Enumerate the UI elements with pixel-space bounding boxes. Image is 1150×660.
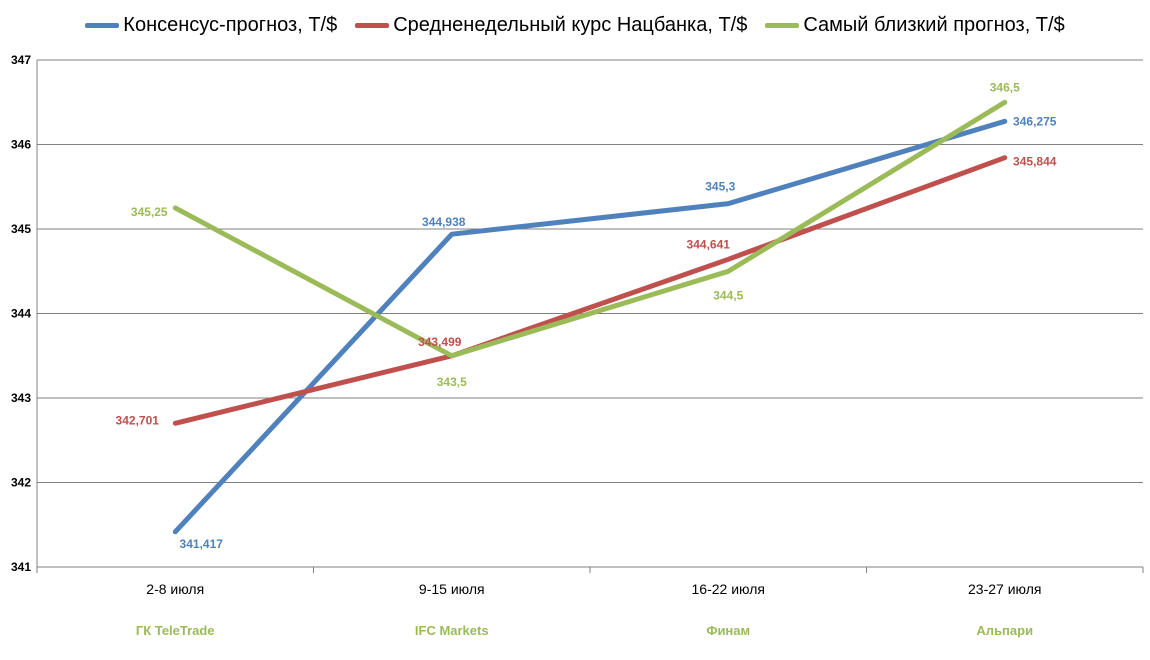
data-label-consensus: 346,275 [1013, 114, 1057, 128]
y-tick-label: 345 [11, 222, 31, 236]
legend-label-consensus: Консенсус-прогноз, Т/$ [123, 13, 338, 36]
legend-item-consensus: Консенсус-прогноз, Т/$ [85, 14, 337, 37]
data-label-nbk-rate: 344,641 [687, 237, 731, 251]
y-tick-label: 343 [11, 391, 31, 405]
legend-swatch-nbk-rate [355, 22, 390, 28]
x-sublabel: Альпари [976, 623, 1033, 638]
data-label-closest: 343,5 [437, 375, 467, 389]
y-tick-label: 347 [11, 53, 31, 67]
data-label-nbk-rate: 342,701 [116, 413, 160, 427]
data-label-closest: 346,5 [990, 80, 1020, 94]
legend-item-closest: Самый близкий прогноз, Т/$ [765, 13, 1065, 37]
x-tick-label: 9-15 июля [419, 581, 485, 597]
y-tick-label: 344 [11, 307, 31, 321]
series-line-consensus [172, 118, 1008, 535]
series-line-closest [172, 99, 1008, 359]
data-label-nbk-rate: 343,499 [418, 335, 462, 349]
x-sublabel: ГК TeleTrade [136, 623, 215, 638]
y-tick-label: 346 [11, 138, 31, 152]
y-tick-label: 341 [11, 560, 31, 574]
x-tick-label: 23-27 июля [968, 581, 1041, 597]
legend-swatch-consensus [85, 22, 120, 28]
data-label-closest: 345,25 [131, 205, 168, 219]
data-label-nbk-rate: 345,844 [1013, 155, 1057, 169]
x-tick-label: 2-8 июля [146, 581, 204, 597]
legend-item-nbk-rate: Средненедельный курс Нацбанка, Т/$ [355, 14, 747, 37]
x-sublabel: IFC Markets [415, 623, 489, 638]
y-tick-label: 342 [11, 476, 31, 490]
legend-label-closest: Самый близкий прогноз, Т/$ [803, 13, 1065, 36]
legend-label-nbk-rate: Средненедельный курс Нацбанка, Т/$ [393, 13, 748, 36]
series-line-nbk-rate [172, 155, 1008, 426]
data-label-consensus: 345,3 [705, 180, 735, 194]
legend-swatch-closest [765, 22, 800, 28]
legend: Консенсус-прогноз, Т/$ Средненедельный к… [0, 8, 1150, 42]
data-label-closest: 344,5 [713, 288, 743, 302]
x-tick-label: 16-22 июля [692, 581, 765, 597]
x-sublabel: Финам [706, 623, 750, 638]
data-label-consensus: 344,938 [422, 215, 466, 229]
data-label-consensus: 341,417 [180, 537, 224, 551]
